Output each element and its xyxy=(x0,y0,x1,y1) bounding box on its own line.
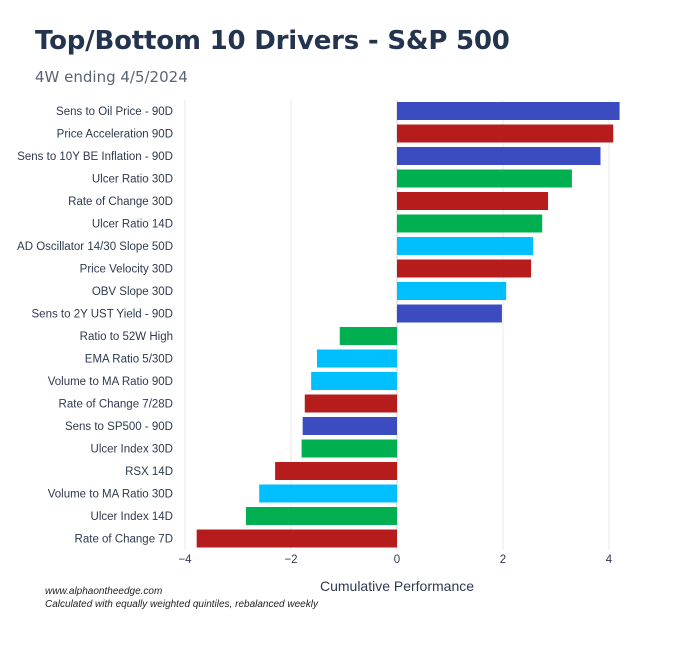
bar-8 xyxy=(397,282,507,300)
x-tick-label-4: 4 xyxy=(606,554,613,566)
bar-6 xyxy=(397,237,534,255)
bar-7 xyxy=(397,259,532,278)
category-label-2: Sens to 10Y BE Inflation - 90D xyxy=(17,151,173,163)
category-label-4: Rate of Change 30D xyxy=(68,196,173,208)
category-label-18: Ulcer Index 14D xyxy=(91,511,173,523)
category-label-8: OBV Slope 30D xyxy=(92,286,173,298)
bar-5 xyxy=(397,214,543,233)
chart-title: Top/Bottom 10 Drivers - S&P 500 xyxy=(35,26,510,56)
bar-3 xyxy=(397,169,572,188)
category-label-15: Ulcer Index 30D xyxy=(91,444,173,456)
category-label-1: Price Acceleration 90D xyxy=(57,129,173,141)
bar-11 xyxy=(316,349,397,368)
category-label-16: RSX 14D xyxy=(125,466,173,478)
category-label-9: Sens to 2Y UST Yield - 90D xyxy=(32,309,174,321)
x-tick-label-0: −4 xyxy=(178,554,192,566)
bar-13 xyxy=(304,394,397,413)
category-label-11: EMA Ratio 5/30D xyxy=(85,354,173,366)
x-axis-label: Cumulative Performance xyxy=(320,578,474,594)
category-label-0: Sens to Oil Price - 90D xyxy=(56,106,173,118)
category-label-13: Rate of Change 7/28D xyxy=(59,399,173,411)
category-label-5: Ulcer Ratio 14D xyxy=(92,219,173,231)
x-tick-label-2: 0 xyxy=(394,554,400,566)
x-tick-label-3: 2 xyxy=(500,554,506,566)
bar-0 xyxy=(397,102,620,120)
category-label-19: Rate of Change 7D xyxy=(75,534,173,546)
bar-19 xyxy=(196,529,397,548)
bar-14 xyxy=(302,417,397,435)
bar-1 xyxy=(397,124,614,143)
chart-subtitle: 4W ending 4/5/2024 xyxy=(35,68,188,86)
bar-10 xyxy=(339,327,397,345)
bar-2 xyxy=(397,147,601,165)
category-label-14: Sens to SP500 - 90D xyxy=(65,421,173,433)
category-label-10: Ratio to 52W High xyxy=(80,331,173,343)
category-label-7: Price Velocity 30D xyxy=(80,264,173,276)
category-label-3: Ulcer Ratio 30D xyxy=(92,174,173,186)
category-label-17: Volume to MA Ratio 30D xyxy=(48,489,173,501)
category-label-6: AD Oscillator 14/30 Slope 50D xyxy=(17,241,173,253)
bar-18 xyxy=(245,507,397,525)
category-label-12: Volume to MA Ratio 90D xyxy=(48,376,173,388)
bar-9 xyxy=(397,304,502,323)
footer-source: www.alphaontheedge.com xyxy=(45,586,163,597)
bar-4 xyxy=(397,192,549,210)
bar-12 xyxy=(311,372,397,390)
footer-note: Calculated with equally weighted quintil… xyxy=(45,599,318,610)
bar-17 xyxy=(259,484,397,503)
bar-16 xyxy=(275,462,397,480)
bar-15 xyxy=(301,439,397,458)
x-tick-label-1: −2 xyxy=(284,554,297,566)
